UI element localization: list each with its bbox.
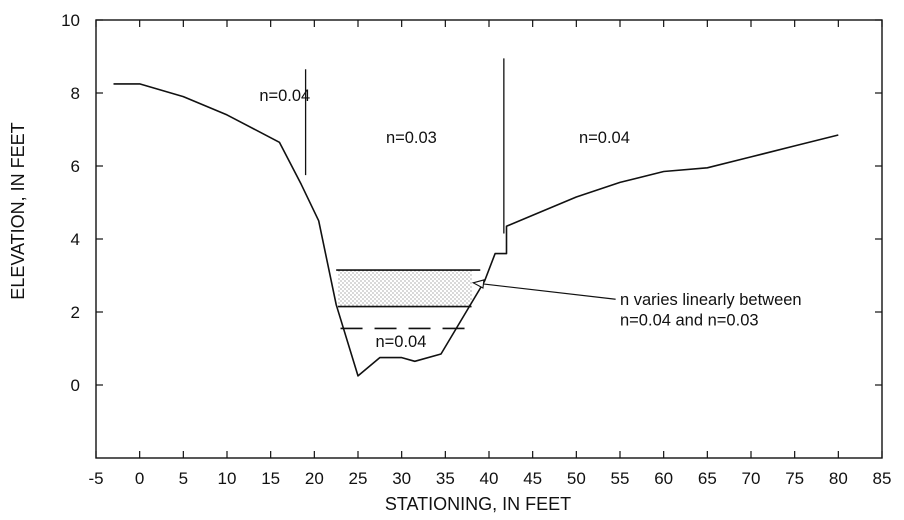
annotation-label: n=0.04 [375, 333, 426, 351]
x-tick-label: 20 [305, 469, 324, 488]
annotation-label: n=0.03 [386, 129, 437, 147]
x-tick-label: 70 [742, 469, 761, 488]
x-tick-label: 75 [785, 469, 804, 488]
x-tick-label: 5 [179, 469, 188, 488]
x-tick-label: 15 [261, 469, 280, 488]
y-tick-label: 0 [71, 376, 80, 395]
x-tick-label: 0 [135, 469, 144, 488]
y-tick-label: 4 [71, 230, 80, 249]
plot-frame [95, 19, 883, 459]
x-tick-label: 60 [654, 469, 673, 488]
y-tick-label: 10 [61, 11, 80, 30]
x-tick-label: 65 [698, 469, 717, 488]
annotation-label: n=0.04 [579, 129, 630, 147]
y-axis-label: ELEVATION, IN FEET [8, 122, 28, 299]
annotation-label: n=0.04 [259, 87, 310, 105]
channel-profile-line [113, 83, 839, 377]
x-tick-label: -5 [88, 469, 103, 488]
x-tick-label: 30 [392, 469, 411, 488]
annotation-label: n varies linearly between [620, 291, 802, 309]
y-tick-label: 6 [71, 157, 80, 176]
x-tick-label: 85 [873, 469, 892, 488]
y-tick-label: 2 [71, 303, 80, 322]
x-tick-label: 55 [611, 469, 630, 488]
x-tick-label: 45 [523, 469, 542, 488]
y-tick-label: 8 [71, 84, 80, 103]
x-tick-label: 40 [480, 469, 499, 488]
x-tick-label: 35 [436, 469, 455, 488]
x-tick-label: 80 [829, 469, 848, 488]
x-tick-label: 10 [218, 469, 237, 488]
x-tick-label: 25 [349, 469, 368, 488]
annotation-label: n=0.04 and n=0.03 [620, 311, 759, 329]
x-axis-label: STATIONING, IN FEET [385, 494, 571, 514]
annotation-arrow-line [473, 282, 616, 300]
stipple-band [337, 270, 472, 307]
x-tick-label: 50 [567, 469, 586, 488]
annotation-arrow-head [471, 279, 485, 289]
